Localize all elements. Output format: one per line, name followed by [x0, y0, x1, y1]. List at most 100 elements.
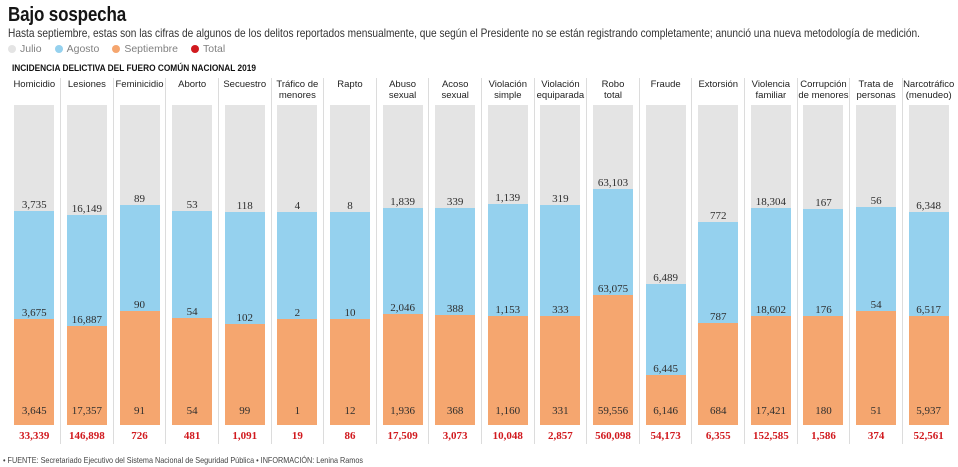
column-divider	[901, 78, 903, 444]
total-label: 86	[344, 430, 356, 442]
bar-julio	[645, 105, 686, 284]
legend-dot-total	[191, 45, 200, 53]
bar-julio	[750, 105, 791, 208]
value-label-agosto: 90	[134, 299, 146, 311]
value-label-julio: 339	[446, 196, 464, 208]
value-label-agosto: 6,517	[916, 304, 942, 316]
value-label-agosto: 54	[870, 299, 882, 311]
chart-column-secuestro: Secuestro 118 102 99 1,091	[218, 76, 271, 448]
value-label-julio: 118	[236, 200, 253, 212]
value-label-agosto: 2,046	[390, 302, 415, 314]
value-label-agosto: 54	[186, 306, 198, 318]
value-label-julio: 18,304	[755, 196, 786, 208]
bar-agosto	[435, 208, 476, 315]
category-label: Fraude	[650, 79, 681, 90]
column-divider	[533, 78, 535, 444]
total-label: 33,339	[19, 430, 50, 442]
value-label-septiembre: 1	[294, 405, 301, 417]
category-label: Tráfico de menores	[276, 79, 319, 101]
chart-column-extorsion: Extorsión 772 787 684 6,355	[692, 76, 745, 448]
value-label-septiembre: 1,936	[390, 405, 415, 417]
value-label-agosto: 10	[344, 307, 356, 319]
column-divider	[112, 78, 114, 444]
chart-title: INCIDENCIA DELICTIVA DEL FUERO COMÚN NAC…	[12, 63, 256, 74]
bar-septiembre	[172, 318, 213, 425]
bar-septiembre	[435, 315, 476, 425]
total-label: 1,091	[232, 430, 258, 442]
category-label: Robo total	[601, 79, 625, 101]
value-label-septiembre: 91	[134, 405, 146, 417]
chart-column-fraude: Fraude 6,489 6,445 6,146 54,173	[639, 76, 692, 448]
total-label: 146,898	[69, 430, 105, 442]
category-label: Acoso sexual	[441, 79, 469, 101]
value-label-julio: 56	[870, 195, 882, 207]
bar-agosto	[224, 212, 265, 324]
bar-septiembre	[224, 324, 265, 425]
value-label-agosto: 16,887	[71, 314, 103, 326]
bar-septiembre	[277, 319, 318, 425]
value-label-julio: 167	[815, 197, 832, 209]
bar-julio	[224, 105, 265, 212]
category-label: Feminicidio	[115, 79, 164, 90]
legend-item-agosto: Agosto	[54, 43, 99, 55]
chart-column-violacion-simple: Violación simple 1,139 1,153 1,160 10,048	[482, 76, 535, 448]
value-label-septiembre: 6,146	[653, 405, 678, 417]
bar-agosto	[908, 212, 949, 316]
chart-column-trata-de-personas: Trata de personas 56 54 51 374	[850, 76, 903, 448]
total-label: 1,586	[811, 430, 836, 442]
value-label-septiembre: 54	[186, 405, 198, 417]
bar-septiembre	[803, 316, 844, 425]
legend-item-julio: Julio	[8, 43, 42, 55]
chart-column-acoso-sexual: Acoso sexual 339 388 368 3,073	[429, 76, 482, 448]
bar-agosto	[487, 204, 528, 316]
column-divider	[217, 78, 219, 444]
value-label-agosto: 2	[294, 307, 301, 319]
value-label-julio: 16,149	[71, 203, 103, 215]
bar-agosto	[14, 211, 55, 319]
chart-column-homicidio: Homicidio 3,735 3,675 3,645 33,339	[8, 76, 61, 448]
stacked-bar-chart: Homicidio 3,735 3,675 3,645 33,339 Lesiones 16…	[8, 76, 955, 448]
total-label: 481	[183, 430, 201, 442]
value-label-septiembre: 3,645	[21, 405, 47, 417]
value-label-agosto: 388	[446, 303, 464, 315]
bar-agosto	[593, 189, 634, 295]
bar-julio	[803, 105, 844, 209]
legend-label-julio: Julio	[20, 43, 42, 55]
legend-dot-septiembre	[112, 45, 121, 53]
column-divider	[428, 78, 430, 444]
value-label-julio: 1,839	[390, 196, 415, 208]
value-label-julio: 1,139	[495, 192, 521, 204]
bar-agosto	[172, 211, 213, 318]
value-label-septiembre: 99	[239, 405, 251, 417]
bar-agosto	[382, 208, 423, 314]
legend-label-total: Total	[203, 43, 226, 55]
column-divider	[744, 78, 746, 444]
column-divider	[638, 78, 640, 444]
bar-julio	[487, 105, 528, 204]
bar-agosto	[329, 212, 370, 319]
value-label-julio: 772	[709, 210, 727, 222]
value-label-septiembre: 12	[344, 405, 356, 417]
value-label-julio: 6,489	[653, 272, 678, 284]
column-divider	[375, 78, 377, 444]
value-label-septiembre: 17,421	[755, 405, 786, 417]
chart-column-rapto: Rapto 8 10 12 86	[324, 76, 377, 448]
bar-julio	[908, 105, 949, 212]
value-label-septiembre: 17,357	[71, 405, 103, 417]
bar-julio	[382, 105, 423, 208]
bar-julio	[119, 105, 160, 205]
value-label-julio: 63,103	[597, 177, 629, 189]
category-label: Lesiones	[67, 79, 106, 90]
value-label-septiembre: 51	[870, 405, 882, 417]
legend-item-total: Total	[191, 43, 225, 55]
bar-agosto	[645, 284, 686, 375]
bar-agosto	[856, 207, 897, 311]
bar-julio	[540, 105, 581, 205]
bar-julio	[329, 105, 370, 212]
bar-agosto	[66, 215, 107, 326]
value-label-agosto: 6,445	[653, 363, 678, 375]
value-label-julio: 319	[552, 193, 569, 205]
legend: Julio Agosto Septiembre Total	[8, 43, 225, 55]
column-divider	[165, 78, 167, 444]
chart-column-feminicidio: Feminicidio 89 90 91 726	[113, 76, 166, 448]
